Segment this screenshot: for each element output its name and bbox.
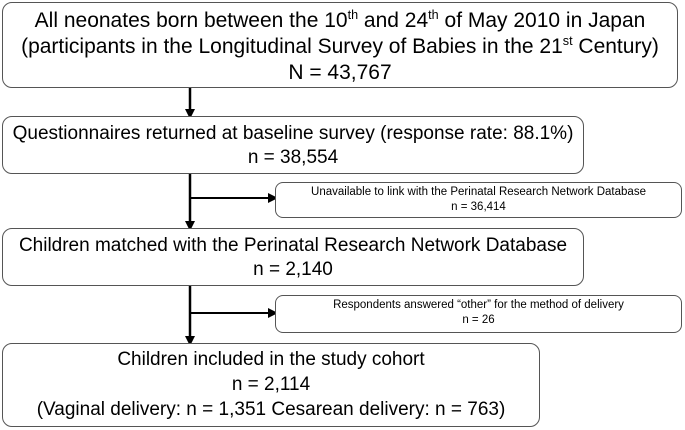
box-study-cohort: Children included in the study cohort n … <box>2 343 540 427</box>
box-questionnaires-returned: Questionnaires returned at baseline surv… <box>2 116 584 174</box>
box3-label: Children matched with the Perinatal Rese… <box>18 235 568 256</box>
exclusion-other-delivery: Respondents answered “other” for the met… <box>275 295 682 333</box>
box-children-matched: Children matched with the Perinatal Rese… <box>2 228 584 286</box>
box4-count: n = 2,114 <box>231 374 311 395</box>
box1-count: N = 43,767 <box>288 61 392 84</box>
box1-line1: All neonates born between the 10th and 2… <box>34 8 646 32</box>
box4-label: Children included in the study cohort <box>117 349 425 370</box>
box1-line2: (participants in the Longitudinal Survey… <box>21 34 659 58</box>
box3-count: n = 2,140 <box>253 259 333 280</box>
exclusion2-label: Respondents answered “other” for the met… <box>333 299 624 311</box>
exclusion1-label: Unavailable to link with the Perinatal R… <box>311 186 646 198</box>
exclusion-unlinked: Unavailable to link with the Perinatal R… <box>275 182 682 218</box>
box4-breakdown: (Vaginal delivery: n = 1,351 Cesarean de… <box>36 399 506 420</box>
exclusion1-count: n = 36,414 <box>451 201 506 213</box>
box2-label: Questionnaires returned at baseline surv… <box>12 123 574 144</box>
exclusion2-count: n = 26 <box>462 314 495 326</box>
box2-count: n = 38,554 <box>247 147 339 168</box>
box-all-neonates: All neonates born between the 10th and 2… <box>2 2 678 88</box>
